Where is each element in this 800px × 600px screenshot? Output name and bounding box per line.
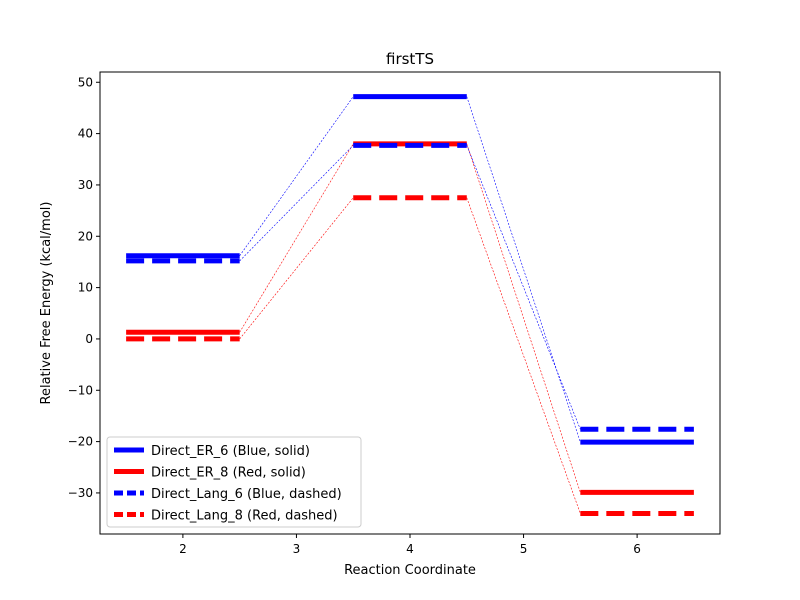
legend-label: Direct_Lang_8 (Red, dashed) xyxy=(151,509,338,524)
chart-title: firstTS xyxy=(386,50,434,68)
y-tick-label: −20 xyxy=(68,435,93,449)
legend-label: Direct_Lang_6 (Blue, dashed) xyxy=(151,487,342,502)
y-tick-label: 10 xyxy=(78,281,93,295)
x-tick-label: 3 xyxy=(293,542,301,556)
connector-line xyxy=(239,145,354,262)
y-axis: −30 −20 −10 0 10 20 30 40 50 xyxy=(68,75,100,500)
legend-box xyxy=(106,436,362,528)
y-tick-label: −30 xyxy=(68,486,93,500)
connector-line xyxy=(239,143,354,333)
y-tick-label: 50 xyxy=(78,75,93,89)
x-axis: 2 3 4 5 6 xyxy=(179,534,641,556)
y-tick-label: 0 xyxy=(85,332,93,346)
connector-line xyxy=(466,96,581,443)
connector-line xyxy=(466,145,581,430)
x-axis-label: Reaction Coordinate xyxy=(344,563,476,578)
x-tick-label: 4 xyxy=(406,542,414,556)
x-tick-label: 2 xyxy=(179,542,187,556)
plot-area xyxy=(126,94,694,516)
connector-line xyxy=(239,96,354,256)
x-tick-label: 5 xyxy=(520,542,528,556)
y-tick-label: −10 xyxy=(68,383,93,397)
connector-line xyxy=(239,197,354,340)
y-axis-label: Relative Free Energy (kcal/mol) xyxy=(39,202,54,405)
legend-label: Direct_ER_6 (Blue, solid) xyxy=(151,444,310,459)
y-tick-label: 30 xyxy=(78,178,93,192)
connector-line xyxy=(466,143,581,493)
y-tick-label: 40 xyxy=(78,127,93,141)
legend: Direct_ER_6 (Blue, solid) Direct_ER_8 (Re… xyxy=(106,436,362,528)
legend-label: Direct_ER_8 (Red, solid) xyxy=(151,466,306,481)
x-tick-label: 6 xyxy=(633,542,641,556)
y-tick-label: 20 xyxy=(78,229,93,243)
